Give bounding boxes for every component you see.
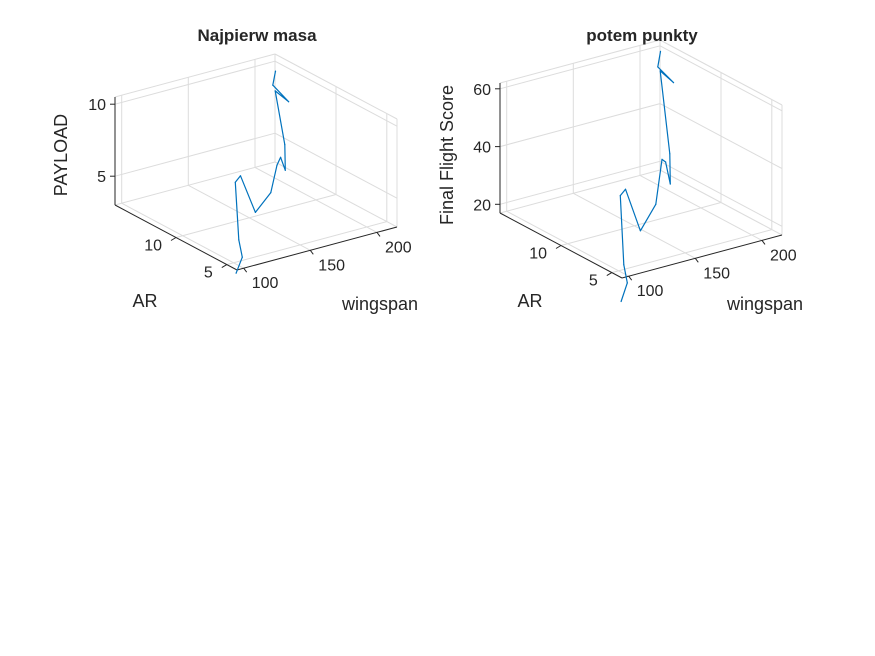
grid-wall-z	[659, 45, 783, 112]
x-tick-mark	[694, 257, 699, 263]
box-edge-floor-left	[114, 161, 276, 206]
x-tick-mark	[761, 240, 766, 245]
y-tick-mark	[555, 245, 562, 249]
data-point	[659, 70, 661, 72]
y-axis-label: AR	[517, 291, 542, 311]
x-tick-label: 150	[703, 265, 730, 282]
data-point	[669, 183, 671, 185]
data-point	[241, 256, 243, 258]
data-point	[626, 282, 628, 284]
box-edge-top-right	[659, 39, 783, 106]
z-tick-label: 10	[88, 97, 106, 114]
x-tick-label: 200	[385, 239, 412, 256]
z-tick-label: 20	[473, 197, 491, 214]
y-tick-mark	[170, 237, 177, 241]
z-tick-label: 60	[473, 82, 491, 99]
data-series-line	[619, 51, 675, 302]
data-point	[284, 144, 286, 146]
x-tick-label: 100	[637, 283, 664, 300]
left-3d-plot: 100 150 200 5 10 5 10 Najpierw masa wingspan AR PA…	[51, 26, 418, 314]
data-point	[639, 230, 642, 232]
data-point	[235, 272, 237, 274]
x-tick-mark	[628, 275, 633, 281]
data-point	[234, 181, 236, 183]
x-tick-label: 150	[318, 257, 345, 274]
data-point	[276, 164, 278, 166]
data-point	[623, 264, 625, 266]
data-point	[272, 84, 274, 86]
grid-wall-z	[274, 132, 398, 199]
x-axis-line	[621, 234, 783, 279]
data-point	[665, 161, 667, 163]
data-point	[657, 66, 659, 68]
grid-wall-z2	[114, 132, 276, 177]
data-point	[274, 70, 277, 72]
data-point	[620, 300, 622, 303]
y-tick-label: 5	[589, 273, 598, 290]
box-edge-top-left	[114, 53, 276, 98]
data-point	[288, 101, 290, 103]
grid-floor-y	[560, 202, 722, 246]
data-point	[672, 82, 675, 84]
y-axis-label: AR	[132, 291, 157, 311]
z-tick-label: 40	[473, 140, 491, 157]
x-tick-label: 100	[252, 275, 279, 292]
data-point	[624, 188, 627, 190]
grid-floor-y	[226, 221, 387, 266]
box-edge-top-left	[499, 39, 661, 84]
grid-wall-z2	[499, 103, 661, 148]
data-point	[254, 211, 256, 213]
data-point	[655, 203, 657, 205]
data-point	[270, 192, 272, 194]
data-point	[239, 175, 242, 177]
y-tick-label: 5	[204, 265, 213, 282]
data-series-line	[234, 70, 290, 274]
grid-wall-z2	[499, 45, 661, 90]
box-edge-floor-left	[499, 169, 661, 214]
data-point	[659, 50, 662, 53]
y-tick-label: 10	[144, 238, 162, 255]
grid-wall-z	[274, 60, 398, 127]
box-edge-floor-right	[659, 169, 783, 236]
data-point	[274, 90, 276, 92]
data-point	[280, 156, 282, 158]
chart-title: Najpierw masa	[197, 26, 317, 45]
box-edge-floor-right	[274, 161, 398, 228]
data-point	[238, 239, 240, 241]
chart-title: potem punkty	[586, 26, 698, 45]
x-tick-mark	[309, 250, 314, 255]
grid-wall-z	[659, 160, 783, 227]
data-point	[669, 153, 671, 155]
x-axis-label: wingspan	[726, 294, 803, 314]
data-point	[619, 195, 621, 197]
y-tick-mark	[221, 264, 228, 269]
data-point	[284, 169, 286, 171]
box-edge-top-right	[274, 53, 398, 120]
grid-wall-z2	[114, 60, 276, 105]
right-3d-plot: 100 150 200 5 10 20 40 60 potem punkty wingspan AR…	[437, 26, 803, 314]
x-axis-line	[236, 226, 398, 271]
z-tick-label: 5	[97, 169, 106, 186]
data-point	[661, 158, 663, 160]
x-axis-label: wingspan	[341, 294, 418, 314]
x-tick-label: 200	[770, 247, 797, 264]
x-tick-mark	[243, 267, 248, 273]
y-tick-mark	[606, 272, 613, 277]
x-tick-mark	[376, 232, 381, 237]
grid-wall-z2	[499, 160, 661, 205]
grid-floor-y	[611, 229, 772, 274]
z-axis-label: PAYLOAD	[51, 114, 71, 196]
grid-floor-y	[175, 194, 337, 238]
z-axis-label: Final Flight Score	[437, 85, 457, 225]
grid-wall-z	[659, 103, 783, 170]
y-tick-label: 10	[529, 246, 547, 263]
